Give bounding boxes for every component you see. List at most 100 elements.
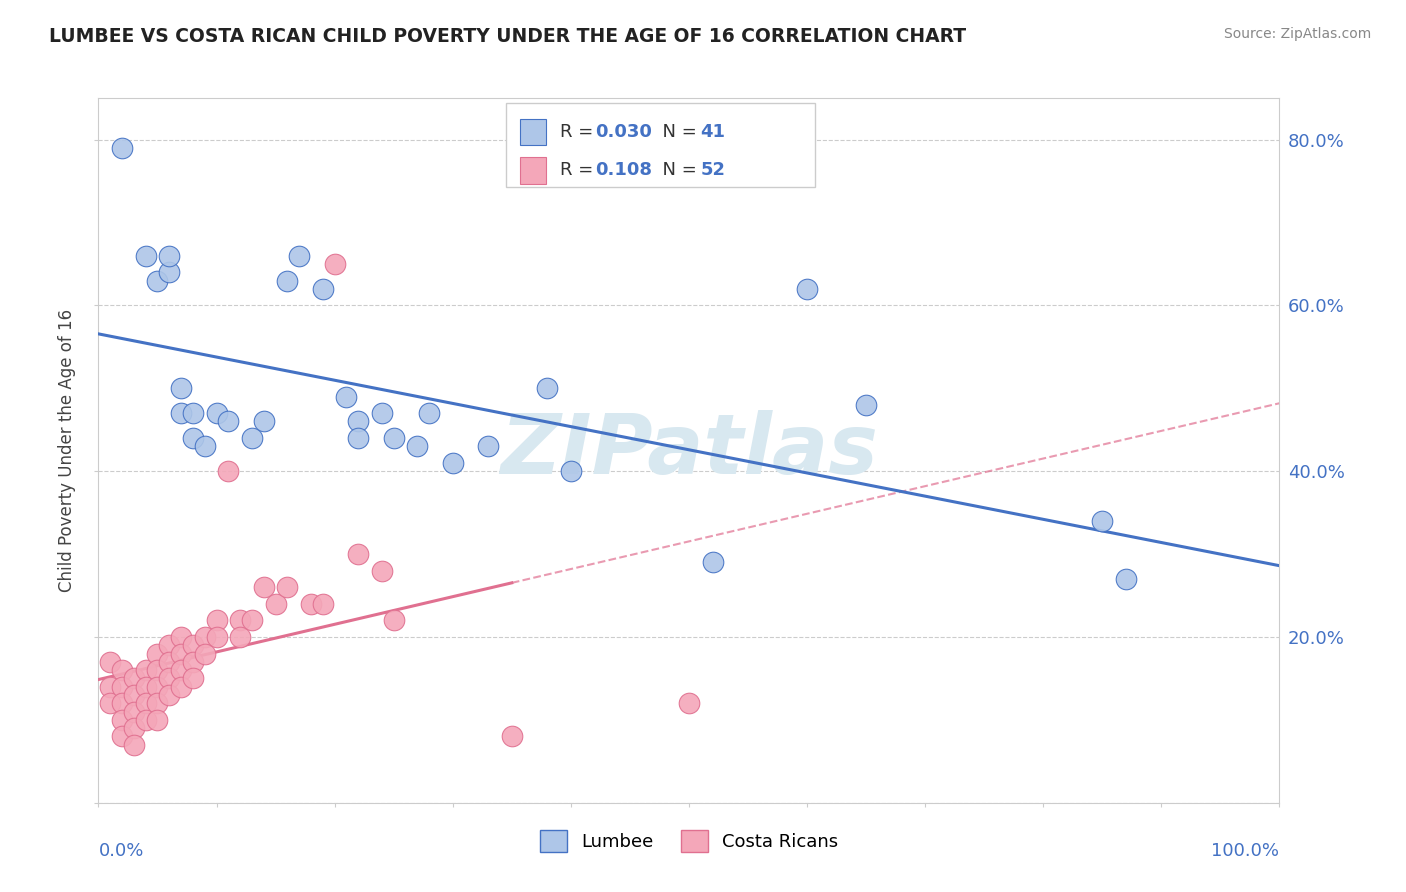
Point	[111, 696, 134, 710]
Point	[441, 456, 464, 470]
Point	[276, 580, 298, 594]
Point	[111, 663, 134, 677]
Text: LUMBEE VS COSTA RICAN CHILD POVERTY UNDER THE AGE OF 16 CORRELATION CHART: LUMBEE VS COSTA RICAN CHILD POVERTY UNDE…	[49, 27, 966, 45]
Point	[170, 630, 193, 644]
Point	[157, 249, 180, 263]
Point	[170, 381, 193, 395]
Point	[170, 663, 193, 677]
Point	[111, 713, 134, 727]
Point	[253, 580, 276, 594]
Point	[194, 647, 217, 661]
Point	[382, 431, 405, 445]
Point	[217, 464, 239, 478]
Point	[111, 730, 134, 744]
Text: 52: 52	[700, 161, 725, 179]
Point	[98, 696, 121, 710]
Point	[501, 730, 523, 744]
Point	[312, 282, 335, 296]
Point	[240, 431, 263, 445]
Text: ZIPatlas: ZIPatlas	[501, 410, 877, 491]
Point	[229, 630, 252, 644]
Point	[170, 406, 193, 420]
Point	[371, 406, 394, 420]
Point	[111, 680, 134, 694]
Text: 0.0%: 0.0%	[98, 841, 143, 860]
Text: R =: R =	[560, 161, 605, 179]
Point	[170, 680, 193, 694]
Point	[122, 705, 145, 719]
Point	[181, 638, 204, 652]
Point	[382, 614, 405, 628]
Point	[146, 647, 169, 661]
Text: R =: R =	[560, 123, 599, 141]
Point	[536, 381, 558, 395]
Point	[253, 414, 276, 428]
Point	[299, 597, 322, 611]
Point	[135, 663, 157, 677]
Point	[146, 680, 169, 694]
Point	[122, 672, 145, 686]
Point	[347, 547, 370, 561]
Point	[98, 680, 121, 694]
Point	[288, 249, 311, 263]
Text: N =: N =	[651, 123, 703, 141]
Point	[276, 273, 298, 287]
Point	[135, 680, 157, 694]
Point	[181, 655, 204, 669]
Point	[122, 688, 145, 702]
Text: 0.030: 0.030	[595, 123, 651, 141]
Point	[323, 257, 346, 271]
Point	[157, 265, 180, 279]
Point	[477, 439, 499, 453]
Point	[229, 614, 252, 628]
Point	[240, 614, 263, 628]
Point	[560, 464, 582, 478]
Point	[1091, 514, 1114, 528]
Point	[264, 597, 287, 611]
Point	[111, 141, 134, 155]
Point	[217, 414, 239, 428]
Y-axis label: Child Poverty Under the Age of 16: Child Poverty Under the Age of 16	[58, 309, 76, 592]
Point	[181, 431, 204, 445]
Point	[98, 655, 121, 669]
Point	[135, 713, 157, 727]
Point	[1115, 572, 1137, 586]
Point	[702, 555, 724, 569]
Point	[157, 655, 180, 669]
Point	[122, 721, 145, 735]
Point	[157, 638, 180, 652]
Point	[312, 597, 335, 611]
Point	[347, 431, 370, 445]
Text: 100.0%: 100.0%	[1212, 841, 1279, 860]
Text: N =: N =	[651, 161, 703, 179]
Point	[335, 390, 357, 404]
Point	[796, 282, 818, 296]
Point	[146, 273, 169, 287]
Point	[146, 713, 169, 727]
Point	[146, 696, 169, 710]
Point	[135, 249, 157, 263]
Point	[205, 614, 228, 628]
Point	[205, 630, 228, 644]
Text: Source: ZipAtlas.com: Source: ZipAtlas.com	[1223, 27, 1371, 41]
Point	[181, 672, 204, 686]
Point	[678, 696, 700, 710]
Point	[194, 439, 217, 453]
Text: 41: 41	[700, 123, 725, 141]
Point	[170, 647, 193, 661]
Point	[855, 398, 877, 412]
Point	[347, 414, 370, 428]
Point	[181, 406, 204, 420]
Point	[418, 406, 440, 420]
Point	[135, 696, 157, 710]
Text: 0.108: 0.108	[595, 161, 652, 179]
Point	[406, 439, 429, 453]
Point	[371, 564, 394, 578]
Legend: Lumbee, Costa Ricans: Lumbee, Costa Ricans	[530, 821, 848, 861]
Point	[194, 630, 217, 644]
Point	[122, 738, 145, 752]
Point	[205, 406, 228, 420]
Point	[146, 663, 169, 677]
Point	[157, 688, 180, 702]
Point	[157, 672, 180, 686]
